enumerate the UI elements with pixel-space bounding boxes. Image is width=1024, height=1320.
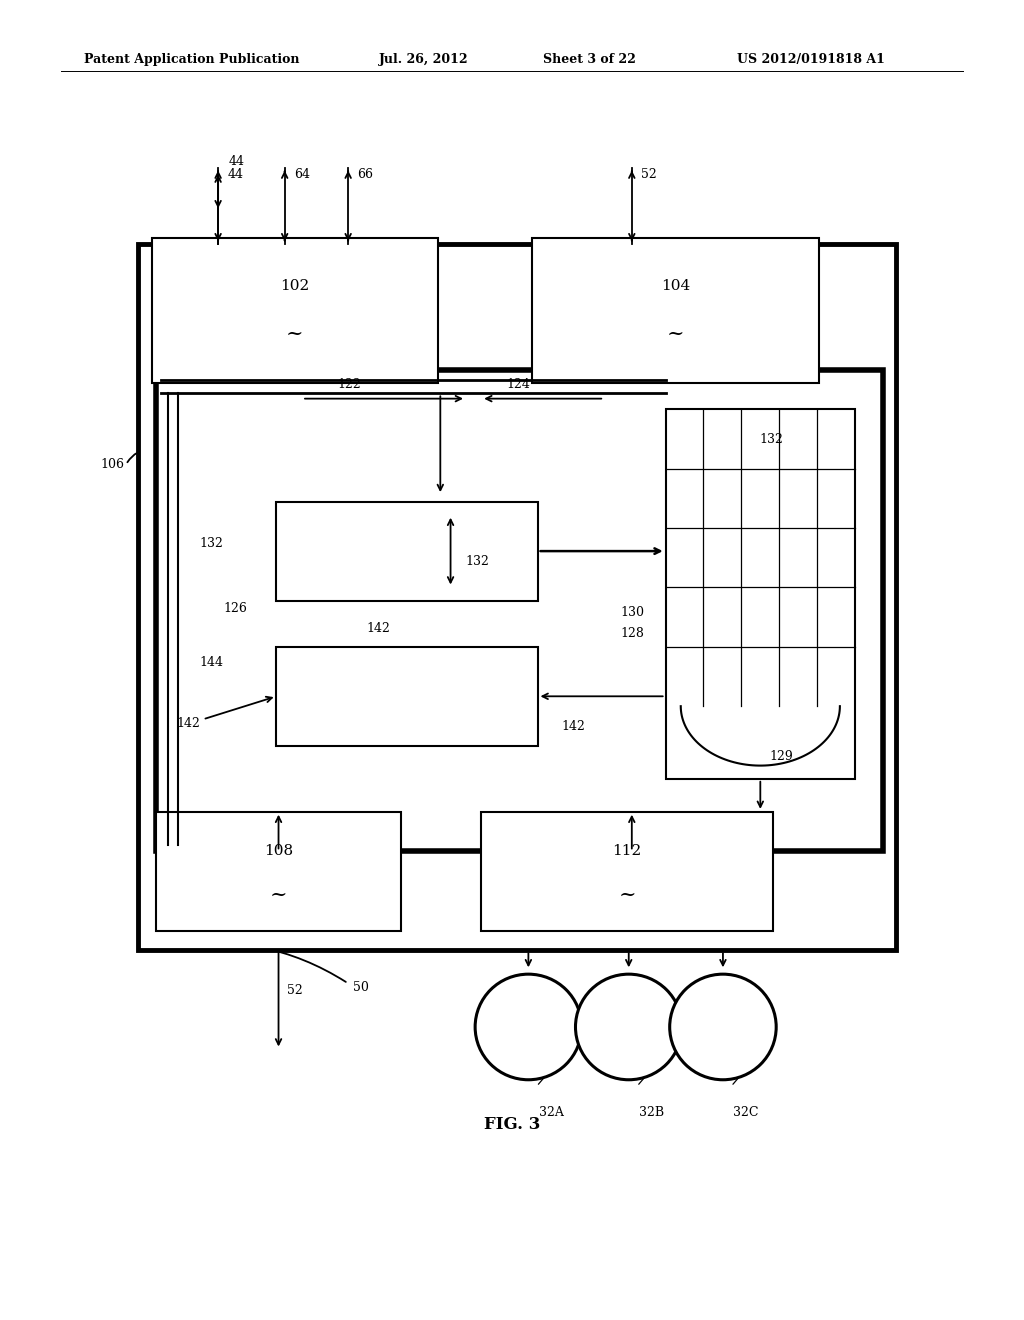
Text: 44: 44	[228, 154, 245, 168]
Text: 112: 112	[612, 845, 642, 858]
Text: 126: 126	[223, 602, 247, 615]
FancyArrowPatch shape	[169, 942, 346, 982]
Bar	[276, 647, 538, 746]
Text: 44: 44	[227, 168, 244, 181]
Text: Patent Application Publication: Patent Application Publication	[84, 53, 299, 66]
Text: US 2012/0191818 A1: US 2012/0191818 A1	[737, 53, 885, 66]
FancyArrowPatch shape	[639, 1061, 658, 1084]
Bar	[276, 502, 538, 601]
Text: 132: 132	[200, 537, 223, 550]
Text: 132: 132	[466, 554, 489, 568]
Text: 104: 104	[662, 280, 690, 293]
Ellipse shape	[575, 974, 682, 1080]
Text: 144: 144	[200, 656, 223, 669]
Text: 32B: 32B	[639, 1106, 665, 1119]
FancyArrowPatch shape	[127, 449, 151, 462]
Text: Jul. 26, 2012: Jul. 26, 2012	[379, 53, 469, 66]
Text: 52: 52	[641, 168, 656, 181]
Text: 66: 66	[357, 168, 374, 181]
Bar	[156, 812, 401, 931]
FancyArrowPatch shape	[207, 515, 282, 545]
Text: 32C: 32C	[733, 1106, 759, 1119]
Ellipse shape	[670, 974, 776, 1080]
FancyArrowPatch shape	[539, 1061, 558, 1084]
Text: 142: 142	[561, 719, 585, 733]
Text: ~: ~	[286, 325, 304, 343]
Bar	[152, 238, 438, 383]
Bar	[532, 238, 819, 383]
Text: 102: 102	[281, 280, 309, 293]
Text: 142: 142	[176, 717, 200, 730]
Text: 142: 142	[367, 622, 390, 635]
Text: Sheet 3 of 22: Sheet 3 of 22	[543, 53, 636, 66]
Bar	[138, 244, 896, 950]
Text: FIG. 3: FIG. 3	[483, 1117, 541, 1133]
Text: 128: 128	[621, 627, 644, 640]
Text: 122: 122	[338, 378, 361, 391]
Text: 132: 132	[760, 433, 783, 446]
Text: 32A: 32A	[539, 1106, 563, 1119]
Text: 124: 124	[507, 378, 530, 391]
Text: 106: 106	[101, 458, 125, 471]
Text: 129: 129	[770, 750, 794, 763]
Text: 130: 130	[621, 606, 644, 619]
Bar	[481, 812, 773, 931]
Text: 52: 52	[287, 983, 302, 997]
Text: 108: 108	[264, 845, 293, 858]
FancyArrowPatch shape	[733, 1061, 753, 1084]
Ellipse shape	[475, 974, 582, 1080]
Bar	[156, 370, 883, 851]
Bar	[666, 409, 855, 779]
Text: ~: ~	[618, 886, 636, 904]
FancyArrowPatch shape	[208, 663, 283, 675]
Text: ~: ~	[269, 886, 288, 904]
Text: 64: 64	[294, 168, 310, 181]
Text: 50: 50	[353, 981, 370, 994]
Text: ~: ~	[667, 325, 685, 343]
FancyArrowPatch shape	[739, 442, 757, 450]
